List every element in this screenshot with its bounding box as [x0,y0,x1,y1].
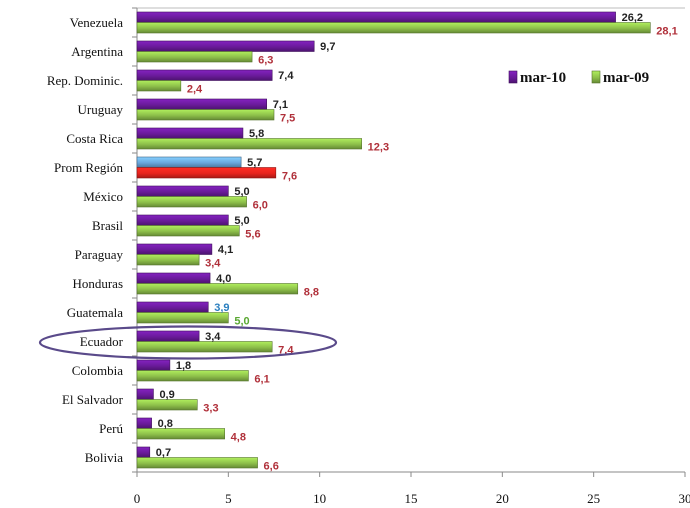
value-label-mar-09: 7,5 [280,113,295,125]
value-label-mar-10: 1,8 [176,360,191,372]
value-label-mar-09: 6,6 [264,461,279,473]
bar-mar-09 [136,283,299,295]
value-label-mar-10: 9,7 [320,41,335,53]
bar-mar-09 [136,80,182,92]
value-label-mar-09: 4,8 [231,432,246,444]
bar-mar-09 [136,428,225,440]
value-label-mar-10: 4,1 [218,244,233,256]
bar-mar-09 [136,51,253,63]
bar-mar-09 [136,254,200,266]
bar-mar-10 [136,388,154,400]
value-label-mar-09: 8,8 [304,287,319,299]
bar-mar-09 [136,370,249,382]
bar-mar-10 [136,214,229,226]
value-label-mar-10: 0,9 [159,389,174,401]
value-label-mar-09: 3,3 [203,403,218,415]
value-label-mar-10: 0,8 [158,418,173,430]
category-label: Colombia [72,363,124,378]
category-label: Guatemala [67,305,124,320]
bar-mar-10 [136,69,273,81]
bar-mar-10 [136,272,211,284]
bar-mar-09 [136,225,240,237]
bar-mar-09 [136,22,651,34]
bar-mar-10 [136,98,267,110]
bar-mar-09 [136,138,362,150]
category-label: Bolivia [85,450,124,465]
bar-mar-10 [136,185,229,197]
category-label: Uruguay [78,102,124,117]
x-tick-label: 20 [496,491,509,506]
value-label-mar-10: 5,0 [234,215,249,227]
value-label-mar-09: 3,4 [205,258,221,270]
value-label-mar-09: 6,1 [254,374,269,386]
bar-mar-09 [136,109,275,121]
bar-mar-10 [136,127,244,139]
category-label: Prom Región [54,160,123,175]
bar-mar-10 [136,243,213,255]
bar-mar-10 [136,301,209,313]
value-label-mar-09: 6,3 [258,55,273,67]
value-label-mar-10: 0,7 [156,447,171,459]
x-tick-label: 15 [405,491,418,506]
value-label-mar-10: 5,8 [249,128,264,140]
value-label-mar-10: 5,7 [247,157,262,169]
legend-label-mar-10: mar-10 [520,70,566,86]
bar-mar-10 [136,359,171,371]
value-label-mar-10: 26,2 [622,12,643,24]
legend-swatch-mar-09 [591,70,601,84]
value-label-mar-10: 3,9 [214,302,229,314]
category-label: Brasil [92,218,123,233]
bar-mar-09 [136,312,229,324]
chart-bars [136,11,651,469]
value-label-mar-09: 6,0 [253,200,268,212]
bar-mar-09 [136,457,258,469]
category-label: El Salvador [62,392,124,407]
value-label-mar-09: 7,6 [282,171,297,183]
x-tick-label: 0 [134,491,141,506]
value-label-mar-10: 7,4 [278,70,294,82]
bar-mar-09 [136,167,277,179]
category-label: Costa Rica [66,131,123,146]
bar-mar-10 [136,11,616,23]
chart-labels: Venezuela 26,2 28,1 Argentina 9,7 6,3 Rep. Dom… [38,12,678,473]
x-tick-label: 25 [587,491,600,506]
legend-swatch-mar-10 [508,70,518,84]
value-label-mar-09: 5,6 [245,229,260,241]
value-label-mar-09: 2,4 [187,84,203,96]
x-tick-label: 5 [225,491,232,506]
legend-label-mar-09: mar-09 [603,70,649,86]
bar-mar-10 [136,156,242,168]
value-label-mar-10: 4,0 [216,273,231,285]
bar-mar-09 [136,341,273,353]
bar-mar-10 [136,330,200,342]
category-label: Ecuador [80,334,124,349]
value-label-mar-10: 7,1 [273,99,288,111]
bar-mar-10 [136,446,151,458]
x-tick-label: 30 [679,491,690,506]
bar-mar-09 [136,399,198,411]
value-label-mar-10: 3,4 [205,331,221,343]
category-label: Venezuela [70,15,124,30]
chart-legend: mar-10 mar-09 [508,70,649,86]
bar-mar-10 [136,417,152,429]
bar-mar-09 [136,196,247,208]
value-label-mar-10: 5,0 [234,186,249,198]
category-label: Perú [99,421,123,436]
value-label-mar-09: 5,0 [234,316,249,328]
category-label: México [83,189,123,204]
category-label: Paraguay [75,247,124,262]
highlight-ellipse [38,325,338,360]
x-tick-label: 10 [313,491,326,506]
category-label: Argentina [71,44,123,59]
category-label: Honduras [72,276,123,291]
category-label: Rep. Dominic. [47,73,123,88]
value-label-mar-09: 28,1 [656,26,677,38]
bar-mar-10 [136,40,315,52]
value-label-mar-09: 12,3 [368,142,389,154]
